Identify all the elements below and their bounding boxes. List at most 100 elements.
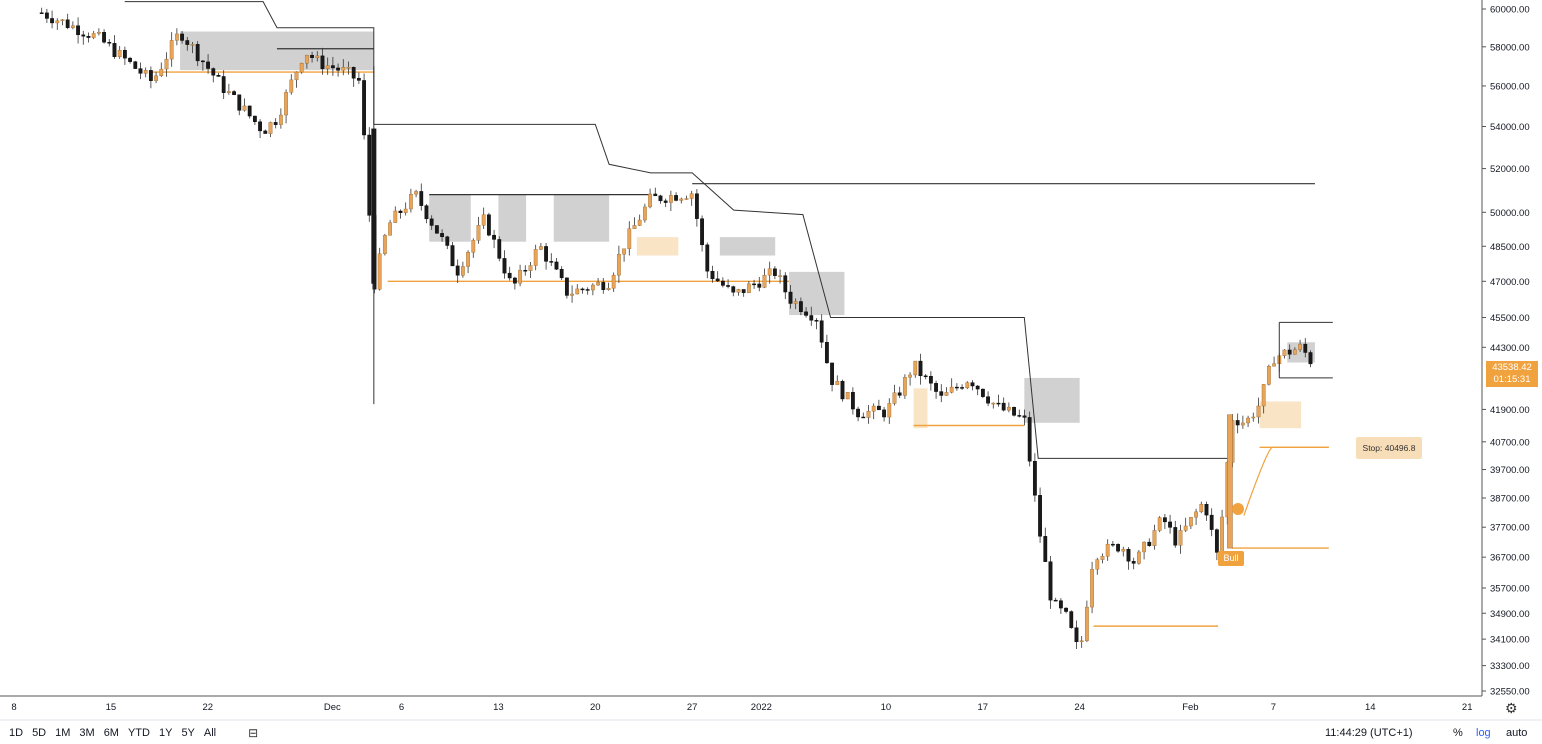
candle-down (1048, 561, 1053, 601)
candle-up (476, 225, 481, 241)
candle-up (70, 25, 75, 28)
candle-down (419, 191, 424, 206)
candle-up (226, 91, 231, 93)
candle-down (819, 320, 824, 343)
candle-up (668, 195, 673, 203)
range-1y[interactable]: 1Y (158, 727, 173, 739)
date-range-icon[interactable]: ⊟ (248, 726, 259, 740)
candle-down (112, 43, 117, 57)
candles-layer (39, 7, 1333, 649)
candle-down (850, 392, 855, 410)
signal-dot (1232, 503, 1244, 515)
candle-down (960, 387, 964, 389)
candle-down (954, 386, 959, 389)
candle-down (336, 67, 340, 71)
candle-up (606, 287, 611, 290)
auto-scale-toggle[interactable]: auto (1506, 727, 1528, 739)
candle-down (970, 382, 975, 387)
candle-down (1053, 599, 1058, 602)
candle-up (117, 49, 122, 57)
candle-up (1152, 530, 1157, 546)
candle-down (128, 57, 132, 62)
candle-down (1173, 527, 1178, 546)
range-1m[interactable]: 1M (55, 727, 71, 739)
candle-up (611, 274, 616, 289)
candle-up (1272, 363, 1276, 367)
last-price-value: 43538.42 (1492, 362, 1532, 373)
candle-down (65, 19, 70, 28)
candle-down (185, 40, 190, 45)
candle-down (1022, 415, 1027, 418)
candle-down (658, 195, 663, 202)
candle-down (206, 61, 210, 69)
candle-down (1001, 402, 1006, 411)
candle-down (705, 244, 710, 272)
candle-down (939, 391, 944, 396)
gear-icon[interactable]: ⚙ (1505, 700, 1518, 716)
candle-down (741, 289, 746, 293)
candle-down (1064, 607, 1068, 612)
candle-down (1131, 561, 1136, 564)
candle-up (403, 208, 408, 213)
candle-down (44, 12, 49, 19)
candle-up (627, 228, 632, 249)
time-tick-label: 8 (11, 702, 16, 713)
candle-down (897, 392, 902, 396)
candle-up (871, 405, 876, 412)
candle-up (1084, 606, 1089, 641)
candle-up (642, 206, 647, 221)
candle-down (986, 396, 990, 404)
candle-down (486, 214, 491, 236)
candle-up (388, 222, 392, 236)
candle-up (528, 265, 533, 271)
candle-up (1006, 406, 1011, 411)
candle-down (824, 342, 829, 364)
candle-up (284, 92, 288, 116)
candle-down (1074, 627, 1079, 643)
candle-down (601, 282, 606, 290)
percent-scale-toggle[interactable]: % (1453, 727, 1463, 739)
price-tick-label: 39700.00 (1490, 465, 1530, 476)
candle-down (362, 80, 366, 136)
candle-down (788, 291, 793, 304)
time-tick-label: 6 (399, 702, 404, 713)
range-ytd[interactable]: YTD (127, 727, 150, 739)
candle-up (778, 275, 782, 277)
log-scale-toggle[interactable]: log (1476, 727, 1491, 739)
candle-up (414, 191, 418, 195)
candle-down (232, 91, 236, 95)
candle-up (1227, 414, 1233, 549)
price-tick-label: 35700.00 (1490, 583, 1530, 594)
price-tick-label: 40700.00 (1490, 437, 1530, 448)
candle-up (767, 268, 772, 276)
candle-up (1121, 548, 1126, 552)
candle-down (559, 269, 564, 279)
range-3m[interactable]: 3M (79, 727, 95, 739)
range-1d[interactable]: 1D (9, 727, 24, 739)
range-6m[interactable]: 6M (103, 727, 119, 739)
price-tick-label: 50000.00 (1490, 208, 1530, 219)
candle-up (1261, 384, 1266, 407)
time-tick-label: 22 (202, 702, 213, 713)
candle-down (1209, 514, 1214, 530)
candle-down (148, 70, 153, 81)
candle-down (138, 68, 143, 74)
price-tick-label: 45500.00 (1490, 313, 1530, 324)
range-5y[interactable]: 5Y (181, 727, 195, 739)
candle-up (1282, 349, 1287, 356)
candle-down (830, 362, 834, 385)
time-tick-label: 27 (687, 702, 698, 713)
time-tick-label: 13 (493, 702, 504, 713)
candle-up (596, 282, 600, 286)
candle-up (1266, 366, 1271, 385)
range-5d[interactable]: 5D (32, 727, 47, 739)
candle-down (216, 75, 221, 77)
candle-up (1220, 516, 1224, 553)
range-all[interactable]: All (203, 727, 217, 739)
demand-zone (1259, 401, 1302, 429)
candle-down (107, 41, 112, 44)
candle-down (1017, 415, 1022, 417)
candle-down (1308, 352, 1313, 365)
candle-up (622, 248, 626, 255)
